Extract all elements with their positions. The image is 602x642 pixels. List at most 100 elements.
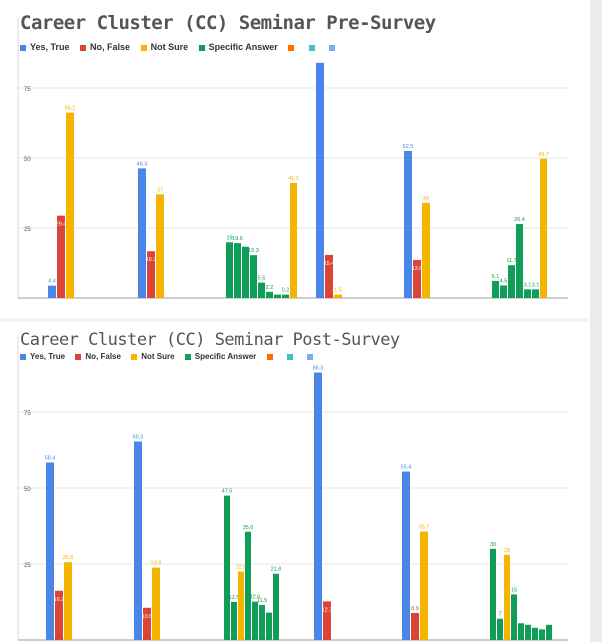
y-tick-label: 50: [24, 487, 31, 493]
bar-specific: [266, 291, 273, 298]
data-label: 4.4: [48, 279, 56, 285]
bar-not-sure: [334, 294, 342, 298]
bar-not-sure: [238, 571, 244, 640]
legend-label: Not Sure: [150, 42, 189, 52]
bar-no: [143, 607, 151, 640]
data-label: 28: [504, 548, 510, 554]
legend-label: No, False: [85, 352, 121, 361]
legend-item: Not Sure: [140, 42, 189, 52]
bar-not-sure: [156, 194, 164, 298]
bar-specific: [511, 594, 517, 640]
legend-swatch-lightblue: [306, 353, 313, 360]
y-tick-label: 75: [24, 87, 31, 93]
legend-swatch-yellow: [140, 44, 147, 51]
data-label: 1.5: [334, 288, 342, 294]
data-label: 49.7: [538, 152, 549, 158]
legend-swatch-green: [184, 353, 191, 360]
bar-specific: [274, 294, 281, 298]
bar-specific: [539, 629, 545, 640]
bar-specific: [259, 605, 265, 640]
legend-item: Yes, True: [20, 42, 70, 52]
legend-label: Yes, True: [30, 352, 66, 361]
legend-label: Yes, True: [30, 42, 70, 52]
data-label: 7: [498, 612, 501, 618]
data-label: 37: [157, 187, 163, 193]
legend-swatch-orange: [288, 44, 295, 51]
y-tick-label: 25: [24, 227, 31, 233]
bar-specific: [258, 282, 265, 298]
data-label: 58.4: [45, 455, 56, 461]
data-label: 65.3: [133, 434, 144, 440]
data-label: 15.4: [324, 261, 335, 267]
bar-not-sure: [420, 531, 428, 640]
data-label: 35.7: [419, 524, 430, 530]
bar-yes: [134, 441, 142, 640]
data-label: 12.6: [250, 595, 261, 601]
bar-no: [325, 254, 333, 298]
chart-title: Career Cluster (CC) Seminar Pre-Survey: [20, 12, 436, 34]
bar-specific: [231, 602, 237, 640]
legend-label: Specific Answer: [208, 42, 278, 52]
legend-label: No, False: [90, 42, 131, 52]
bar-not-sure: [66, 112, 74, 298]
data-label: 22.5: [236, 565, 247, 571]
bar-yes: [404, 151, 412, 298]
bar-specific: [532, 289, 539, 298]
data-label: 25.6: [63, 555, 74, 561]
data-label: 19.6: [232, 236, 243, 242]
legend-swatch-yellow: [131, 353, 138, 360]
data-label: 11.5: [257, 598, 267, 604]
legend-item: Specific Answer: [184, 352, 257, 361]
bar-specific: [234, 243, 241, 298]
legend-item: No, False: [75, 352, 121, 361]
pre-survey-plot: 25 50 75 4.4 29.4 66.2 46.3 16.7 37 19 19.6 15.3 5.5…: [17, 18, 568, 299]
bar-specific: [242, 246, 249, 298]
data-label: 16.2: [54, 597, 65, 603]
post-survey-plot: 25 50 75 58.4 16.2 25.6 65.3 10.6 23.8 47.5 12.5 22…: [17, 336, 568, 641]
bar-yes: [402, 471, 410, 640]
bar-specific: [266, 612, 272, 640]
bar-specific: [250, 255, 257, 298]
bar-not-sure: [290, 182, 297, 298]
bar-specific: [532, 627, 538, 640]
bar-specific: [524, 289, 531, 298]
data-label: 6.1: [492, 274, 500, 280]
bar-specific: [490, 548, 496, 640]
legend-label: Specific Answer: [194, 352, 257, 361]
post-survey-chart: Career Cluster (CC) Seminar Post-Survey …: [0, 322, 588, 642]
data-label: 46.3: [137, 161, 148, 167]
legend-swatch-red: [80, 44, 87, 51]
legend-label: Not Sure: [141, 352, 175, 361]
data-label: 23.8: [151, 561, 162, 567]
y-tick-label: 75: [24, 411, 31, 417]
data-label: 34: [423, 196, 429, 202]
legend-item: [266, 352, 277, 361]
data-label: 55.4: [401, 465, 412, 471]
legend-swatch-lightblue: [329, 44, 336, 51]
legend-item: [329, 42, 339, 52]
data-label: 8.9: [411, 606, 419, 612]
y-tick-label: 25: [24, 563, 31, 569]
bar-yes: [48, 285, 56, 298]
bar-specific: [546, 624, 552, 640]
bar-specific: [497, 618, 503, 640]
pre-survey-chart: Career Cluster (CC) Seminar Pre-Survey Y…: [0, 0, 588, 318]
chart-divider: [0, 318, 588, 322]
bar-no: [411, 612, 419, 640]
data-label: 15: [511, 587, 517, 593]
bar-not-sure: [540, 158, 547, 298]
bar-specific: [518, 623, 524, 640]
bar-not-sure: [504, 554, 510, 640]
bar-specific: [224, 495, 230, 640]
data-label: 2.2: [266, 285, 274, 291]
data-label: 12.7: [322, 607, 333, 613]
bar-specific: [245, 531, 251, 640]
data-label: 35.6: [243, 525, 254, 531]
y-tick-label: 50: [24, 157, 31, 163]
bar-not-sure: [422, 202, 430, 298]
data-label: 0.2: [282, 288, 290, 294]
legend-item: [306, 352, 317, 361]
bar-no: [57, 215, 65, 298]
legend-item: Yes, True: [20, 352, 65, 361]
data-label: 15.3: [248, 248, 259, 254]
